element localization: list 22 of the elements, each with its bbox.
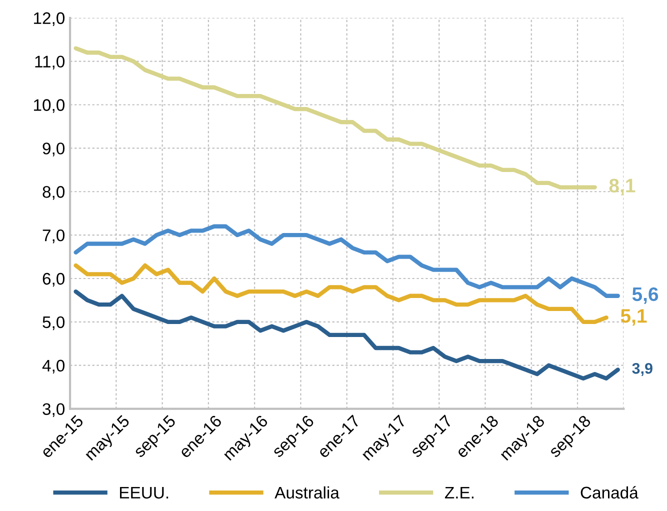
y-tick-label: 4,0 xyxy=(42,360,65,374)
line-series xyxy=(74,224,620,298)
y-tick-label: 6,0 xyxy=(42,272,65,287)
legend-label: EEUU. xyxy=(120,486,168,499)
y-tick-label: 7,0 xyxy=(42,229,65,244)
y-tick-label: 8,0 xyxy=(42,186,65,200)
line-series xyxy=(74,263,608,324)
line-series xyxy=(74,46,597,190)
legend-label: Australia xyxy=(274,486,340,499)
y-tick-label: 5,0 xyxy=(42,316,65,330)
y-tick-label: 9,0 xyxy=(42,142,65,156)
y-tick-label: 11,0 xyxy=(35,56,65,70)
y-tick-label: 12,0 xyxy=(34,12,65,26)
data-label: 5,6 xyxy=(632,287,658,304)
y-tick-label: 10,0 xyxy=(34,99,65,113)
data-label: 8,1 xyxy=(609,178,636,196)
legend-label: Canadá xyxy=(580,486,638,499)
y-tick-label: 3,0 xyxy=(42,403,65,417)
data-label: 3,9 xyxy=(632,362,652,376)
line-series xyxy=(74,289,620,380)
data-label: 5,1 xyxy=(620,309,647,326)
legend-label: Z.E. xyxy=(444,486,474,498)
